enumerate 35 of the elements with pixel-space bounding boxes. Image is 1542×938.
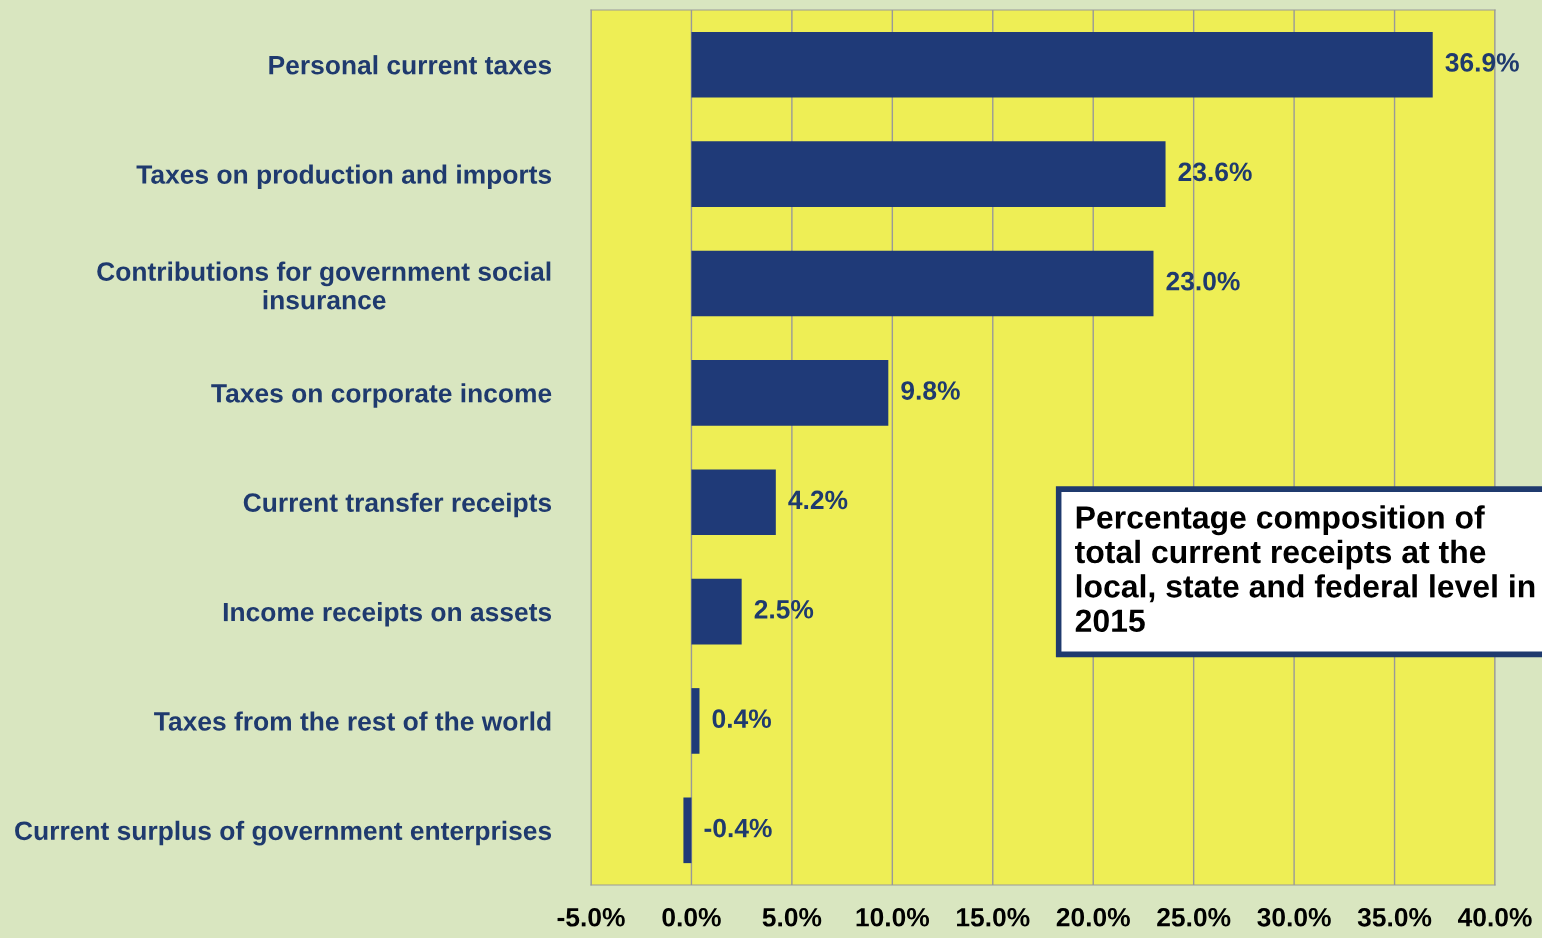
y-tick-label: Current surplus of government enterprises	[15, 820, 552, 846]
x-tick-label: -5.0%	[557, 907, 625, 927]
bar	[691, 360, 889, 426]
data-label: 0.4%	[712, 709, 771, 729]
data-label: -0.4%	[704, 818, 772, 838]
y-tick-label: Taxes from the rest of the world	[154, 711, 551, 731]
x-tick-label: 40.0%	[1457, 907, 1532, 927]
y-tick-label: Contributions for government social insurance	[97, 261, 551, 310]
y-tick-label: Taxes on corporate income	[211, 383, 552, 408]
bar	[691, 688, 700, 754]
data-label: 2.5%	[754, 599, 814, 619]
data-label: 4.2%	[788, 490, 848, 510]
x-tick-label: 15.0%	[957, 907, 1030, 927]
text: Percentage composition of total current receipts at the local, state and federal level in 2015	[1075, 505, 1535, 633]
y-tick-label: Personal current taxes	[269, 55, 552, 75]
x-tick-label: 30.0%	[1257, 907, 1331, 927]
x-tick-label: 35.0%	[1357, 907, 1432, 927]
x-tick-label: 5.0%	[762, 907, 822, 927]
bar	[691, 31, 1433, 98]
y-tick-label: Income receipts on assets	[223, 602, 552, 627]
bar	[683, 797, 692, 864]
x-tick-label: 20.0%	[1056, 907, 1130, 927]
bar	[691, 141, 1166, 207]
y-tick-label: Taxes on production and imports	[136, 164, 552, 190]
data-label: 36.9%	[1445, 53, 1519, 72]
x-tick-label: 10.0%	[856, 907, 930, 927]
bar	[691, 250, 1154, 317]
data-label: 23.0%	[1166, 271, 1240, 291]
bar	[691, 469, 776, 535]
bar	[691, 578, 742, 645]
y-tick-label: Current transfer receipts	[243, 492, 552, 518]
x-tick-label: 0.0%	[662, 907, 721, 927]
x-tick-label: 25.0%	[1157, 907, 1231, 927]
data-label: 23.6%	[1178, 162, 1252, 182]
data-label: 9.8%	[901, 381, 960, 400]
